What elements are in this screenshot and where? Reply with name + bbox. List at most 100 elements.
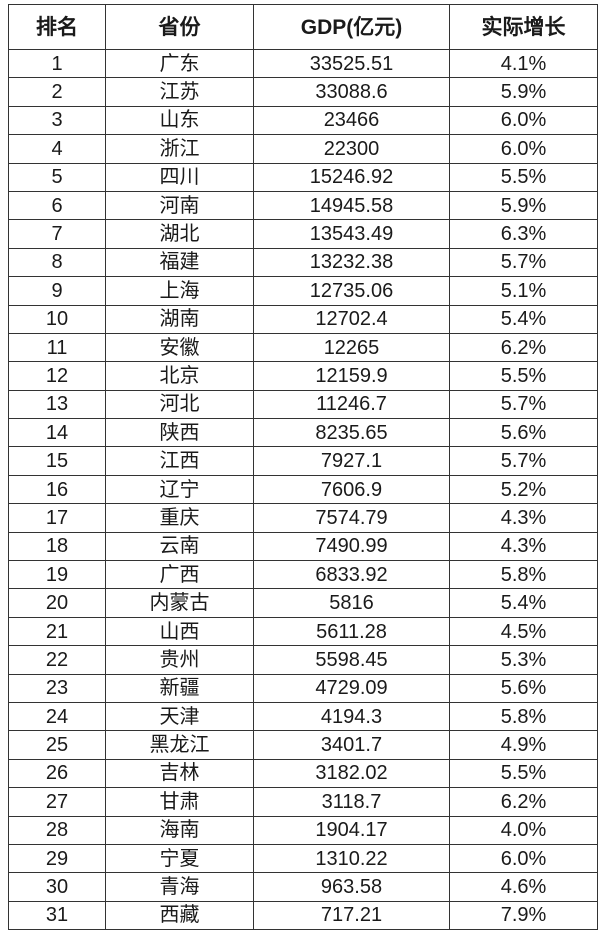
gdp-cell: 5611.28 <box>253 616 450 647</box>
province-cell: 山东 <box>105 105 254 136</box>
rank-cell: 21 <box>8 616 106 647</box>
rank-cell: 22 <box>8 645 106 675</box>
growth-cell: 5.6% <box>449 418 598 448</box>
rank-cell: 10 <box>8 304 106 334</box>
province-cell: 陕西 <box>105 418 254 448</box>
gdp-cell: 3118.7 <box>253 787 450 817</box>
rank-cell: 6 <box>8 190 106 221</box>
rank-cell: 16 <box>8 474 106 505</box>
gdp-cell: 3182.02 <box>253 758 450 789</box>
growth-cell: 5.3% <box>449 645 598 675</box>
rank-cell: 9 <box>8 276 106 306</box>
rank-cell: 2 <box>8 77 106 107</box>
table-row: 17 重庆 7574.79 4.3% <box>8 503 598 533</box>
growth-cell: 7.9% <box>449 900 598 931</box>
gdp-cell: 1904.17 <box>253 815 450 845</box>
rank-cell: 12 <box>8 361 106 391</box>
table-row: 22 贵州 5598.45 5.3% <box>8 645 598 675</box>
growth-cell: 5.7% <box>449 389 598 420</box>
province-cell: 青海 <box>105 872 254 902</box>
gdp-cell: 7574.79 <box>253 503 450 533</box>
table-row: 11 安徽 12265 6.2% <box>8 332 598 363</box>
growth-cell: 5.1% <box>449 276 598 306</box>
growth-cell: 5.8% <box>449 560 598 590</box>
rank-cell: 7 <box>8 219 106 249</box>
growth-cell: 6.0% <box>449 843 598 874</box>
table-row: 5 四川 15246.92 5.5% <box>8 162 598 192</box>
province-cell: 内蒙古 <box>105 588 254 618</box>
growth-cell: 6.0% <box>449 105 598 136</box>
gdp-cell: 13232.38 <box>253 247 450 278</box>
header-province: 省份 <box>105 4 254 50</box>
province-cell: 四川 <box>105 162 254 192</box>
rank-cell: 4 <box>8 134 106 164</box>
province-cell: 吉林 <box>105 758 254 789</box>
gdp-cell: 33525.51 <box>253 48 450 79</box>
gdp-cell: 12159.9 <box>253 361 450 391</box>
growth-cell: 6.3% <box>449 219 598 249</box>
province-cell: 安徽 <box>105 332 254 363</box>
gdp-cell: 3401.7 <box>253 730 450 760</box>
gdp-cell: 8235.65 <box>253 418 450 448</box>
growth-cell: 5.4% <box>449 304 598 334</box>
growth-cell: 4.5% <box>449 616 598 647</box>
table-row: 14 陕西 8235.65 5.6% <box>8 418 598 448</box>
rank-cell: 13 <box>8 389 106 420</box>
table-row: 4 浙江 22300 6.0% <box>8 134 598 164</box>
table-row: 30 青海 963.58 4.6% <box>8 872 598 902</box>
rank-cell: 26 <box>8 758 106 789</box>
province-cell: 山西 <box>105 616 254 647</box>
header-row: 排名 省份 GDP(亿元) 实际增长 <box>8 4 598 50</box>
growth-cell: 4.3% <box>449 503 598 533</box>
province-cell: 湖南 <box>105 304 254 334</box>
rank-cell: 31 <box>8 900 106 931</box>
growth-cell: 5.7% <box>449 446 598 476</box>
table-row: 13 河北 11246.7 5.7% <box>8 389 598 420</box>
table-row: 6 河南 14945.58 5.9% <box>8 190 598 221</box>
gdp-cell: 1310.22 <box>253 843 450 874</box>
table-row: 21 山西 5611.28 4.5% <box>8 616 598 647</box>
rank-cell: 20 <box>8 588 106 618</box>
gdp-cell: 4194.3 <box>253 701 450 732</box>
table-row: 27 甘肃 3118.7 6.2% <box>8 787 598 817</box>
gdp-cell: 7606.9 <box>253 474 450 505</box>
rank-cell: 27 <box>8 787 106 817</box>
table-row: 16 辽宁 7606.9 5.2% <box>8 474 598 505</box>
province-cell: 云南 <box>105 531 254 562</box>
province-cell: 湖北 <box>105 219 254 249</box>
header-rank: 排名 <box>8 4 106 50</box>
growth-cell: 6.2% <box>449 787 598 817</box>
table-row: 12 北京 12159.9 5.5% <box>8 361 598 391</box>
gdp-cell: 23466 <box>253 105 450 136</box>
province-cell: 黑龙江 <box>105 730 254 760</box>
rank-cell: 19 <box>8 560 106 590</box>
province-cell: 上海 <box>105 276 254 306</box>
gdp-cell: 22300 <box>253 134 450 164</box>
growth-cell: 5.6% <box>449 673 598 703</box>
table-row: 15 江西 7927.1 5.7% <box>8 446 598 476</box>
growth-cell: 5.4% <box>449 588 598 618</box>
province-cell: 甘肃 <box>105 787 254 817</box>
rank-cell: 23 <box>8 673 106 703</box>
rank-cell: 28 <box>8 815 106 845</box>
table-row: 10 湖南 12702.4 5.4% <box>8 304 598 334</box>
gdp-cell: 11246.7 <box>253 389 450 420</box>
table-row: 1 广东 33525.51 4.1% <box>8 48 598 79</box>
rank-cell: 29 <box>8 843 106 874</box>
province-cell: 海南 <box>105 815 254 845</box>
table-row: 8 福建 13232.38 5.7% <box>8 247 598 278</box>
growth-cell: 4.1% <box>449 48 598 79</box>
province-cell: 江西 <box>105 446 254 476</box>
province-cell: 河北 <box>105 389 254 420</box>
gdp-cell: 13543.49 <box>253 219 450 249</box>
gdp-cell: 12702.4 <box>253 304 450 334</box>
growth-cell: 5.7% <box>449 247 598 278</box>
table-row: 28 海南 1904.17 4.0% <box>8 815 598 845</box>
header-gdp: GDP(亿元) <box>253 4 450 50</box>
table-row: 29 宁夏 1310.22 6.0% <box>8 843 598 874</box>
growth-cell: 5.5% <box>449 758 598 789</box>
table-row: 31 西藏 717.21 7.9% <box>8 900 598 931</box>
province-cell: 福建 <box>105 247 254 278</box>
gdp-cell: 7927.1 <box>253 446 450 476</box>
table-row: 3 山东 23466 6.0% <box>8 105 598 136</box>
